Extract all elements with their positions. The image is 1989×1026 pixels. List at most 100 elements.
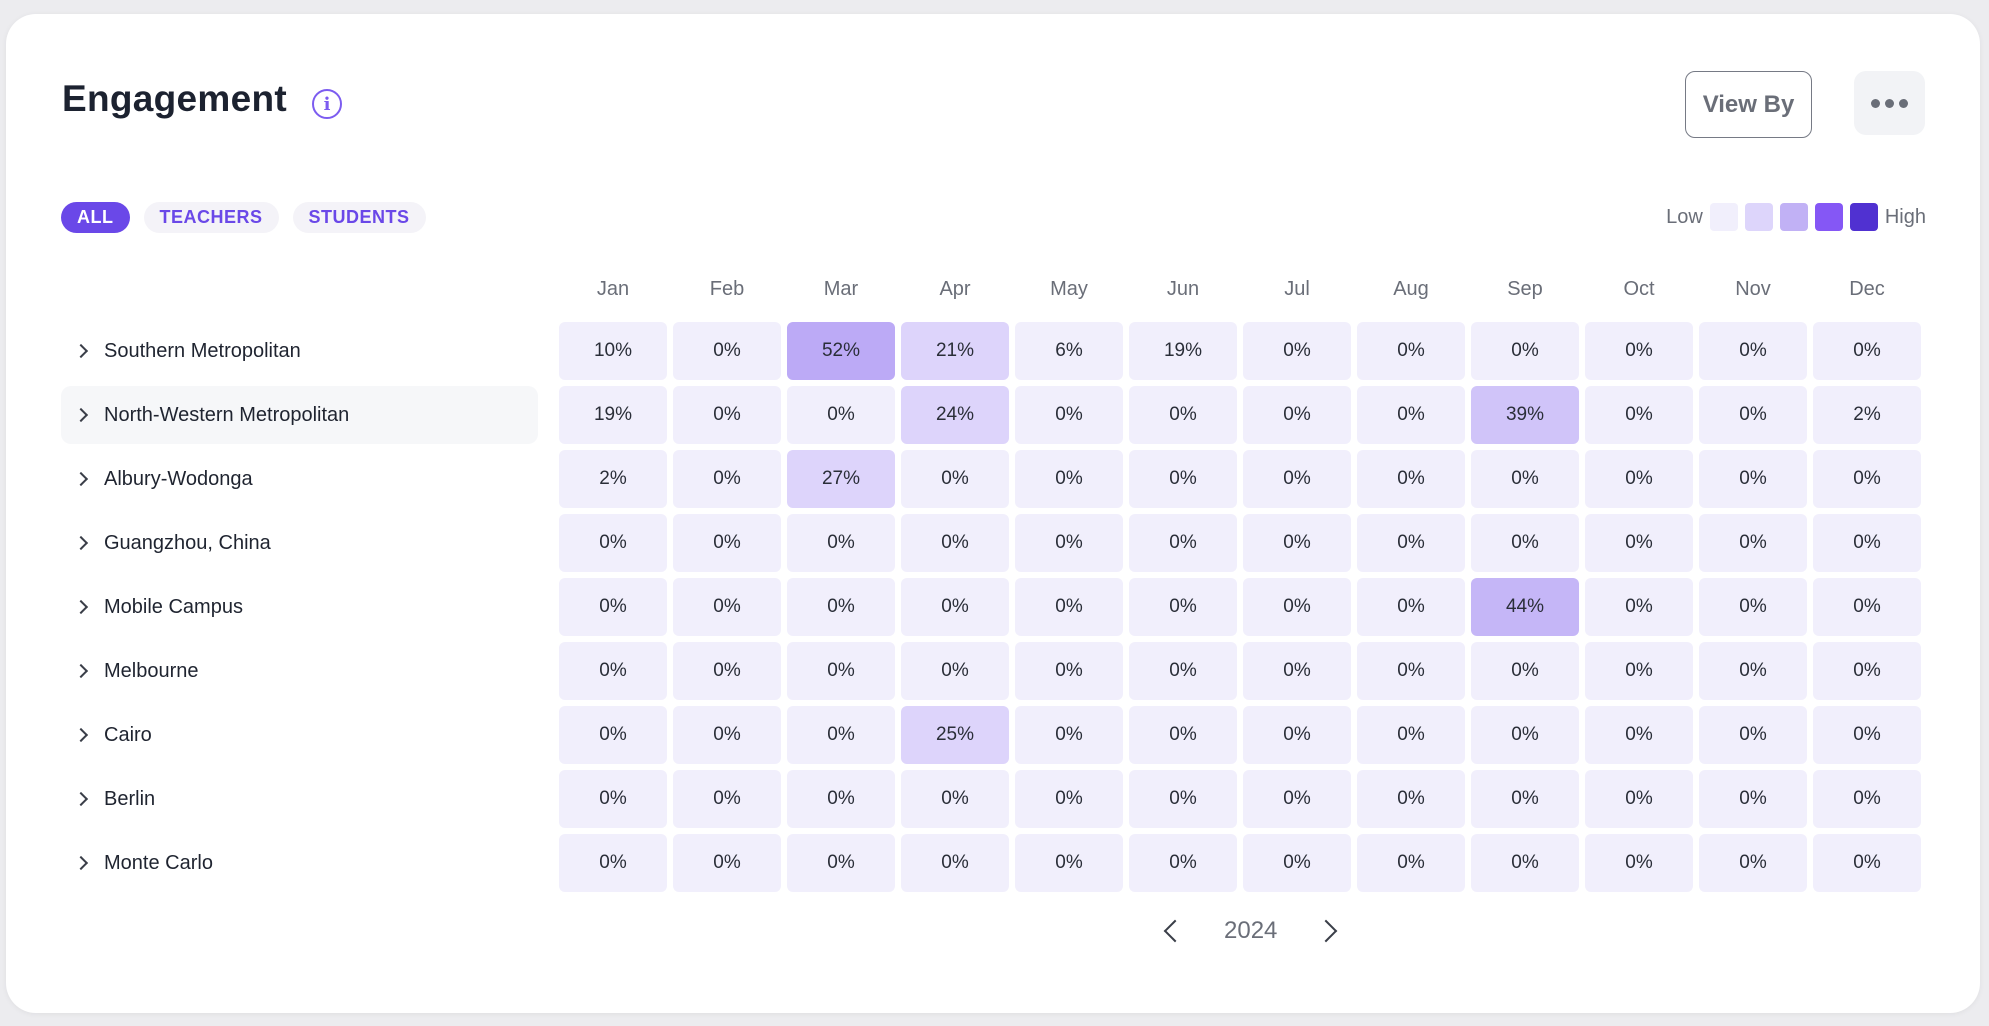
region-row-toggle[interactable]: North-Western Metropolitan — [61, 386, 538, 444]
heatmap-cell[interactable]: 0% — [1015, 514, 1123, 572]
region-row-toggle[interactable]: Albury-Wodonga — [61, 450, 538, 508]
heatmap-cell[interactable]: 0% — [787, 770, 895, 828]
heatmap-cell[interactable]: 0% — [1585, 642, 1693, 700]
heatmap-cell[interactable]: 0% — [1813, 514, 1921, 572]
heatmap-cell[interactable]: 0% — [673, 834, 781, 892]
heatmap-cell[interactable]: 0% — [1015, 770, 1123, 828]
heatmap-cell[interactable]: 0% — [1015, 834, 1123, 892]
heatmap-cell[interactable]: 0% — [1585, 578, 1693, 636]
heatmap-cell[interactable]: 0% — [787, 834, 895, 892]
heatmap-cell[interactable]: 0% — [1357, 386, 1465, 444]
heatmap-cell[interactable]: 0% — [1699, 770, 1807, 828]
heatmap-cell[interactable]: 6% — [1015, 322, 1123, 380]
heatmap-cell[interactable]: 0% — [1243, 322, 1351, 380]
heatmap-cell[interactable]: 0% — [901, 642, 1009, 700]
heatmap-cell[interactable]: 0% — [1813, 322, 1921, 380]
chevron-left-icon[interactable] — [1160, 915, 1184, 947]
heatmap-cell[interactable]: 0% — [1699, 386, 1807, 444]
heatmap-cell[interactable]: 0% — [1357, 450, 1465, 508]
heatmap-cell[interactable]: 0% — [1813, 578, 1921, 636]
region-row-toggle[interactable]: Melbourne — [61, 642, 538, 700]
heatmap-cell[interactable]: 0% — [1129, 770, 1237, 828]
heatmap-cell[interactable]: 0% — [1585, 834, 1693, 892]
heatmap-cell[interactable]: 0% — [1585, 322, 1693, 380]
heatmap-cell[interactable]: 0% — [787, 642, 895, 700]
heatmap-cell[interactable]: 0% — [673, 770, 781, 828]
heatmap-cell[interactable]: 0% — [673, 514, 781, 572]
heatmap-cell[interactable]: 0% — [1585, 450, 1693, 508]
heatmap-cell[interactable]: 0% — [1243, 770, 1351, 828]
heatmap-cell[interactable]: 0% — [1471, 834, 1579, 892]
heatmap-cell[interactable]: 0% — [1357, 834, 1465, 892]
heatmap-cell[interactable]: 19% — [1129, 322, 1237, 380]
heatmap-cell[interactable]: 0% — [1243, 450, 1351, 508]
heatmap-cell[interactable]: 19% — [559, 386, 667, 444]
heatmap-cell[interactable]: 0% — [673, 578, 781, 636]
heatmap-cell[interactable]: 0% — [1015, 386, 1123, 444]
heatmap-cell[interactable]: 0% — [1699, 578, 1807, 636]
region-row-toggle[interactable]: Southern Metropolitan — [61, 322, 538, 380]
heatmap-cell[interactable]: 0% — [1357, 514, 1465, 572]
heatmap-cell[interactable]: 0% — [1243, 386, 1351, 444]
heatmap-cell[interactable]: 0% — [1471, 642, 1579, 700]
heatmap-cell[interactable]: 0% — [901, 770, 1009, 828]
heatmap-cell[interactable]: 39% — [1471, 386, 1579, 444]
heatmap-cell[interactable]: 0% — [1471, 706, 1579, 764]
heatmap-cell[interactable]: 0% — [1129, 578, 1237, 636]
heatmap-cell[interactable]: 0% — [1129, 706, 1237, 764]
heatmap-cell[interactable]: 0% — [787, 578, 895, 636]
heatmap-cell[interactable]: 0% — [1471, 322, 1579, 380]
heatmap-cell[interactable]: 0% — [1015, 578, 1123, 636]
info-icon[interactable]: i — [312, 89, 342, 119]
heatmap-cell[interactable]: 21% — [901, 322, 1009, 380]
heatmap-cell[interactable]: 0% — [1585, 386, 1693, 444]
region-row-toggle[interactable]: Monte Carlo — [61, 834, 538, 892]
heatmap-cell[interactable]: 0% — [559, 514, 667, 572]
heatmap-cell[interactable]: 0% — [1813, 706, 1921, 764]
heatmap-cell[interactable]: 0% — [1243, 706, 1351, 764]
heatmap-cell[interactable]: 0% — [1585, 514, 1693, 572]
heatmap-cell[interactable]: 0% — [559, 770, 667, 828]
heatmap-cell[interactable]: 0% — [673, 322, 781, 380]
heatmap-cell[interactable]: 0% — [1015, 450, 1123, 508]
view-by-button[interactable]: View By — [1685, 71, 1812, 138]
heatmap-cell[interactable]: 27% — [787, 450, 895, 508]
heatmap-cell[interactable]: 0% — [1471, 450, 1579, 508]
heatmap-cell[interactable]: 0% — [1129, 450, 1237, 508]
heatmap-cell[interactable]: 0% — [673, 706, 781, 764]
heatmap-cell[interactable]: 0% — [559, 578, 667, 636]
heatmap-cell[interactable]: 0% — [1699, 322, 1807, 380]
heatmap-cell[interactable]: 0% — [1015, 706, 1123, 764]
heatmap-cell[interactable]: 0% — [673, 386, 781, 444]
filter-teachers[interactable]: TEACHERS — [143, 202, 279, 233]
heatmap-cell[interactable]: 0% — [1471, 514, 1579, 572]
heatmap-cell[interactable]: 0% — [1699, 706, 1807, 764]
filter-students[interactable]: STUDENTS — [292, 202, 426, 233]
heatmap-cell[interactable]: 0% — [787, 514, 895, 572]
heatmap-cell[interactable]: 25% — [901, 706, 1009, 764]
heatmap-cell[interactable]: 24% — [901, 386, 1009, 444]
heatmap-cell[interactable]: 0% — [1129, 834, 1237, 892]
heatmap-cell[interactable]: 2% — [1813, 386, 1921, 444]
heatmap-cell[interactable]: 44% — [1471, 578, 1579, 636]
region-row-toggle[interactable]: Guangzhou, China — [61, 514, 538, 572]
heatmap-cell[interactable]: 0% — [559, 642, 667, 700]
heatmap-cell[interactable]: 0% — [673, 450, 781, 508]
filter-all[interactable]: ALL — [61, 202, 130, 233]
region-row-toggle[interactable]: Cairo — [61, 706, 538, 764]
heatmap-cell[interactable]: 2% — [559, 450, 667, 508]
chevron-right-icon[interactable] — [1317, 915, 1341, 947]
heatmap-cell[interactable]: 0% — [1699, 450, 1807, 508]
heatmap-cell[interactable]: 0% — [1357, 642, 1465, 700]
heatmap-cell[interactable]: 0% — [1357, 706, 1465, 764]
heatmap-cell[interactable]: 0% — [1243, 834, 1351, 892]
heatmap-cell[interactable]: 0% — [901, 514, 1009, 572]
heatmap-cell[interactable]: 0% — [1813, 642, 1921, 700]
heatmap-cell[interactable]: 0% — [1357, 770, 1465, 828]
heatmap-cell[interactable]: 0% — [1243, 642, 1351, 700]
heatmap-cell[interactable]: 0% — [787, 706, 895, 764]
region-row-toggle[interactable]: Berlin — [61, 770, 538, 828]
heatmap-cell[interactable]: 0% — [787, 386, 895, 444]
heatmap-cell[interactable]: 0% — [1699, 514, 1807, 572]
heatmap-cell[interactable]: 10% — [559, 322, 667, 380]
